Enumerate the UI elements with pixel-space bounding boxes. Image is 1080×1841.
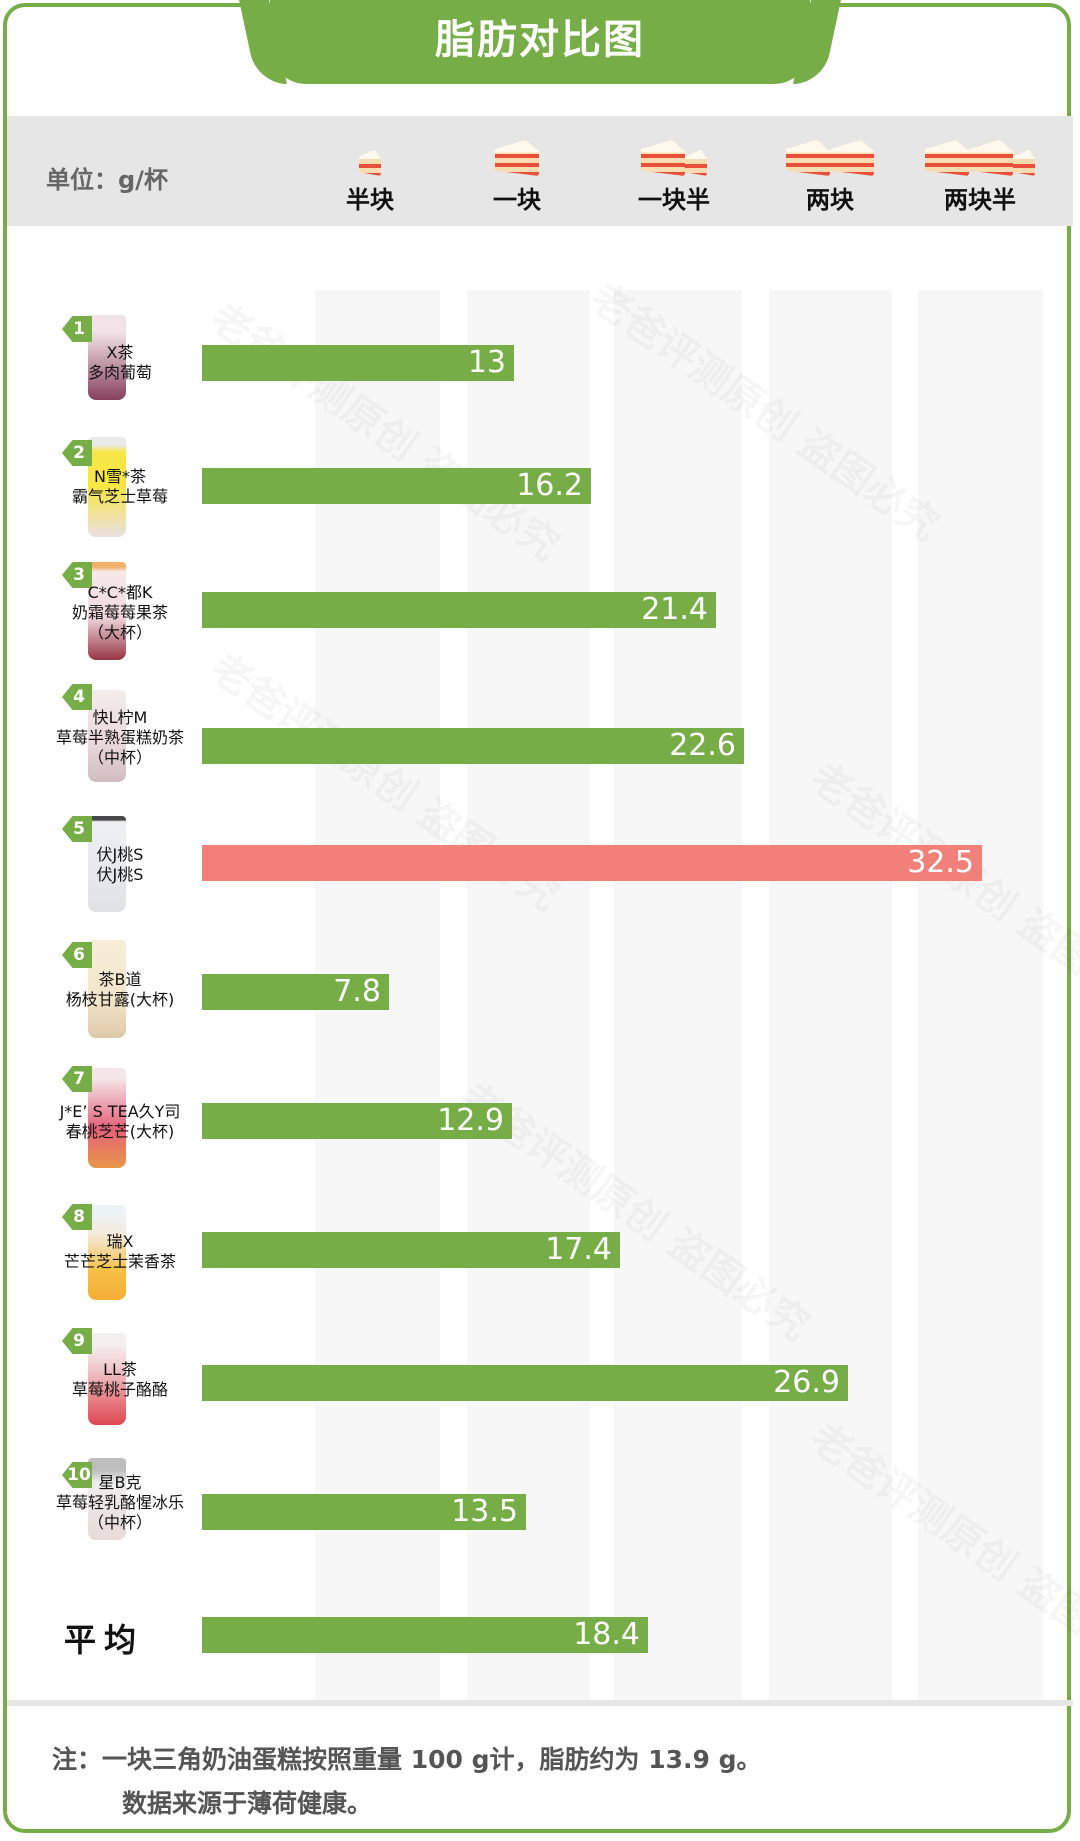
- drink-image: [88, 315, 126, 400]
- bar: 12.9: [202, 1103, 512, 1139]
- item-label: 瑞X 芒芒芝士茉香茶: [63, 1232, 176, 1271]
- item-label: X茶 多肉葡萄: [87, 343, 152, 382]
- bar: 13: [202, 345, 514, 381]
- cake-half-icon: [300, 130, 440, 176]
- item-label: C*C*都K 奶霜莓莓果茶 （大杯）: [71, 583, 168, 642]
- bar: 26.9: [202, 1365, 848, 1401]
- legend-half: 半块: [300, 130, 440, 215]
- drink-image: [88, 1205, 126, 1300]
- footer-divider: [7, 1700, 1073, 1706]
- item-label: LL茶 草莓桃子酪酪: [71, 1360, 168, 1399]
- bar: 7.8: [202, 974, 389, 1010]
- legend-band: [7, 116, 1073, 226]
- note-line-2: 数据来源于薄荷健康。: [122, 1789, 373, 1818]
- grid-column: [918, 290, 1043, 1700]
- grid-column: [769, 290, 892, 1700]
- item-label: 伏J桃S 伏J桃S: [96, 845, 144, 884]
- bar-highlight: 32.5: [202, 845, 982, 881]
- bar: 21.4: [202, 592, 716, 628]
- grid-column: [614, 290, 742, 1700]
- drink-image: [88, 690, 126, 782]
- bar: 22.6: [202, 728, 744, 764]
- item-label: 茶B道 杨枝甘露(大杯): [65, 970, 175, 1009]
- bar: 13.5: [202, 1494, 526, 1530]
- chart-title: 脂肪对比图: [270, 0, 810, 84]
- legend-two-half: 两块半: [910, 130, 1050, 215]
- grid-column: [467, 290, 590, 1700]
- cake-two-icon: [760, 130, 900, 176]
- bar-average: 18.4: [202, 1617, 648, 1653]
- item-label: N雪*茶 霸气芝士草莓: [71, 467, 168, 506]
- legend-one-half: 一块半: [604, 130, 744, 215]
- legend-two: 两块: [760, 130, 900, 215]
- item-label: J*E’ S TEA久Y司 春桃芝芒(大杯): [59, 1102, 181, 1141]
- cake-two-half-icon: [910, 130, 1050, 176]
- unit-label: 单位：g/杯: [46, 166, 168, 194]
- drink-image: [88, 562, 126, 660]
- item-label: 星B克 草莓轻乳酪惺冰乐 （中杯）: [55, 1473, 184, 1532]
- drink-image: [88, 816, 126, 912]
- legend-one: 一块: [447, 130, 587, 215]
- drink-image: [88, 1458, 126, 1540]
- drink-image: [88, 437, 126, 537]
- note-line-1: 注：一块三角奶油蛋糕按照重量 100 g计，脂肪约为 13.9 g。: [52, 1745, 762, 1774]
- bar: 16.2: [202, 468, 591, 504]
- bar: 17.4: [202, 1232, 620, 1268]
- cake-one-half-icon: [604, 130, 744, 176]
- drink-image: [88, 1333, 126, 1425]
- average-label: 平均: [64, 1621, 145, 1659]
- drink-image: [88, 940, 126, 1038]
- cake-one-icon: [447, 130, 587, 176]
- drink-image: [88, 1068, 126, 1168]
- item-label: 快L柠M 草莓半熟蛋糕奶茶 （中杯）: [55, 708, 184, 767]
